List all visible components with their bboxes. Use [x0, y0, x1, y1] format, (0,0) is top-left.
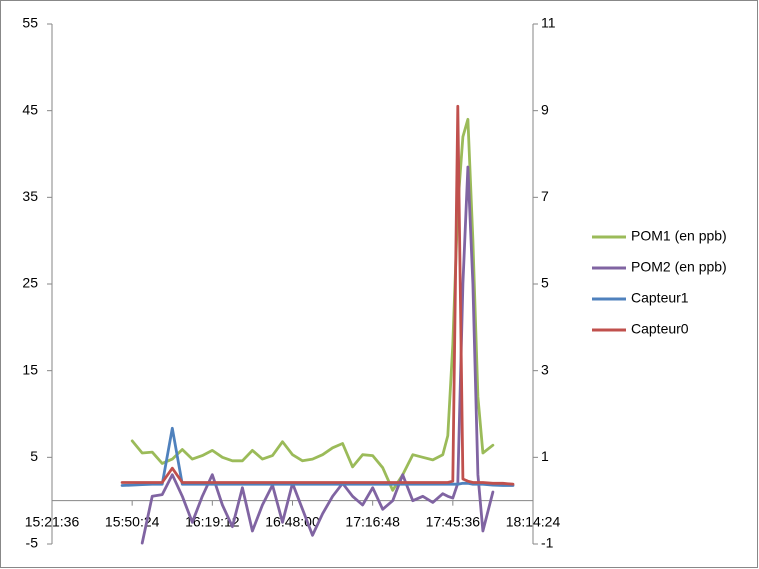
y-tick-label: 15	[22, 361, 38, 377]
x-tick-label: 17:16:48	[345, 513, 400, 529]
y2-tick-label: 7	[541, 188, 549, 204]
y-tick-label: 35	[22, 188, 38, 204]
x-tick-label: 15:50:24	[105, 513, 160, 529]
legend-label: Capteur1	[631, 290, 689, 306]
y-tick-label: 25	[22, 275, 38, 291]
y2-tick-label: 5	[541, 275, 549, 291]
y-tick-label: 55	[22, 15, 38, 31]
x-tick-label: 15:21:36	[25, 513, 80, 529]
series-line	[120, 104, 515, 486]
y-tick-label: 45	[22, 101, 38, 117]
x-tick-label: 16:48:00	[265, 513, 320, 529]
y2-tick-label: 1	[541, 448, 549, 464]
x-tick-label: 18:14:24	[506, 513, 561, 529]
y-tick-label: -5	[26, 535, 39, 551]
x-tick-label: 16:19:12	[185, 513, 240, 529]
series-line	[120, 426, 515, 487]
x-tick-label: 17:45:36	[426, 513, 481, 529]
y2-tick-label: -1	[541, 535, 554, 551]
y2-tick-label: 11	[541, 15, 556, 31]
y2-tick-label: 3	[541, 361, 549, 377]
legend-label: POM1 (en ppb)	[631, 228, 727, 244]
y-tick-label: 5	[30, 448, 38, 464]
y2-tick-label: 9	[541, 101, 549, 117]
legend-label: Capteur0	[631, 321, 689, 337]
legend-label: POM2 (en ppb)	[631, 259, 727, 275]
